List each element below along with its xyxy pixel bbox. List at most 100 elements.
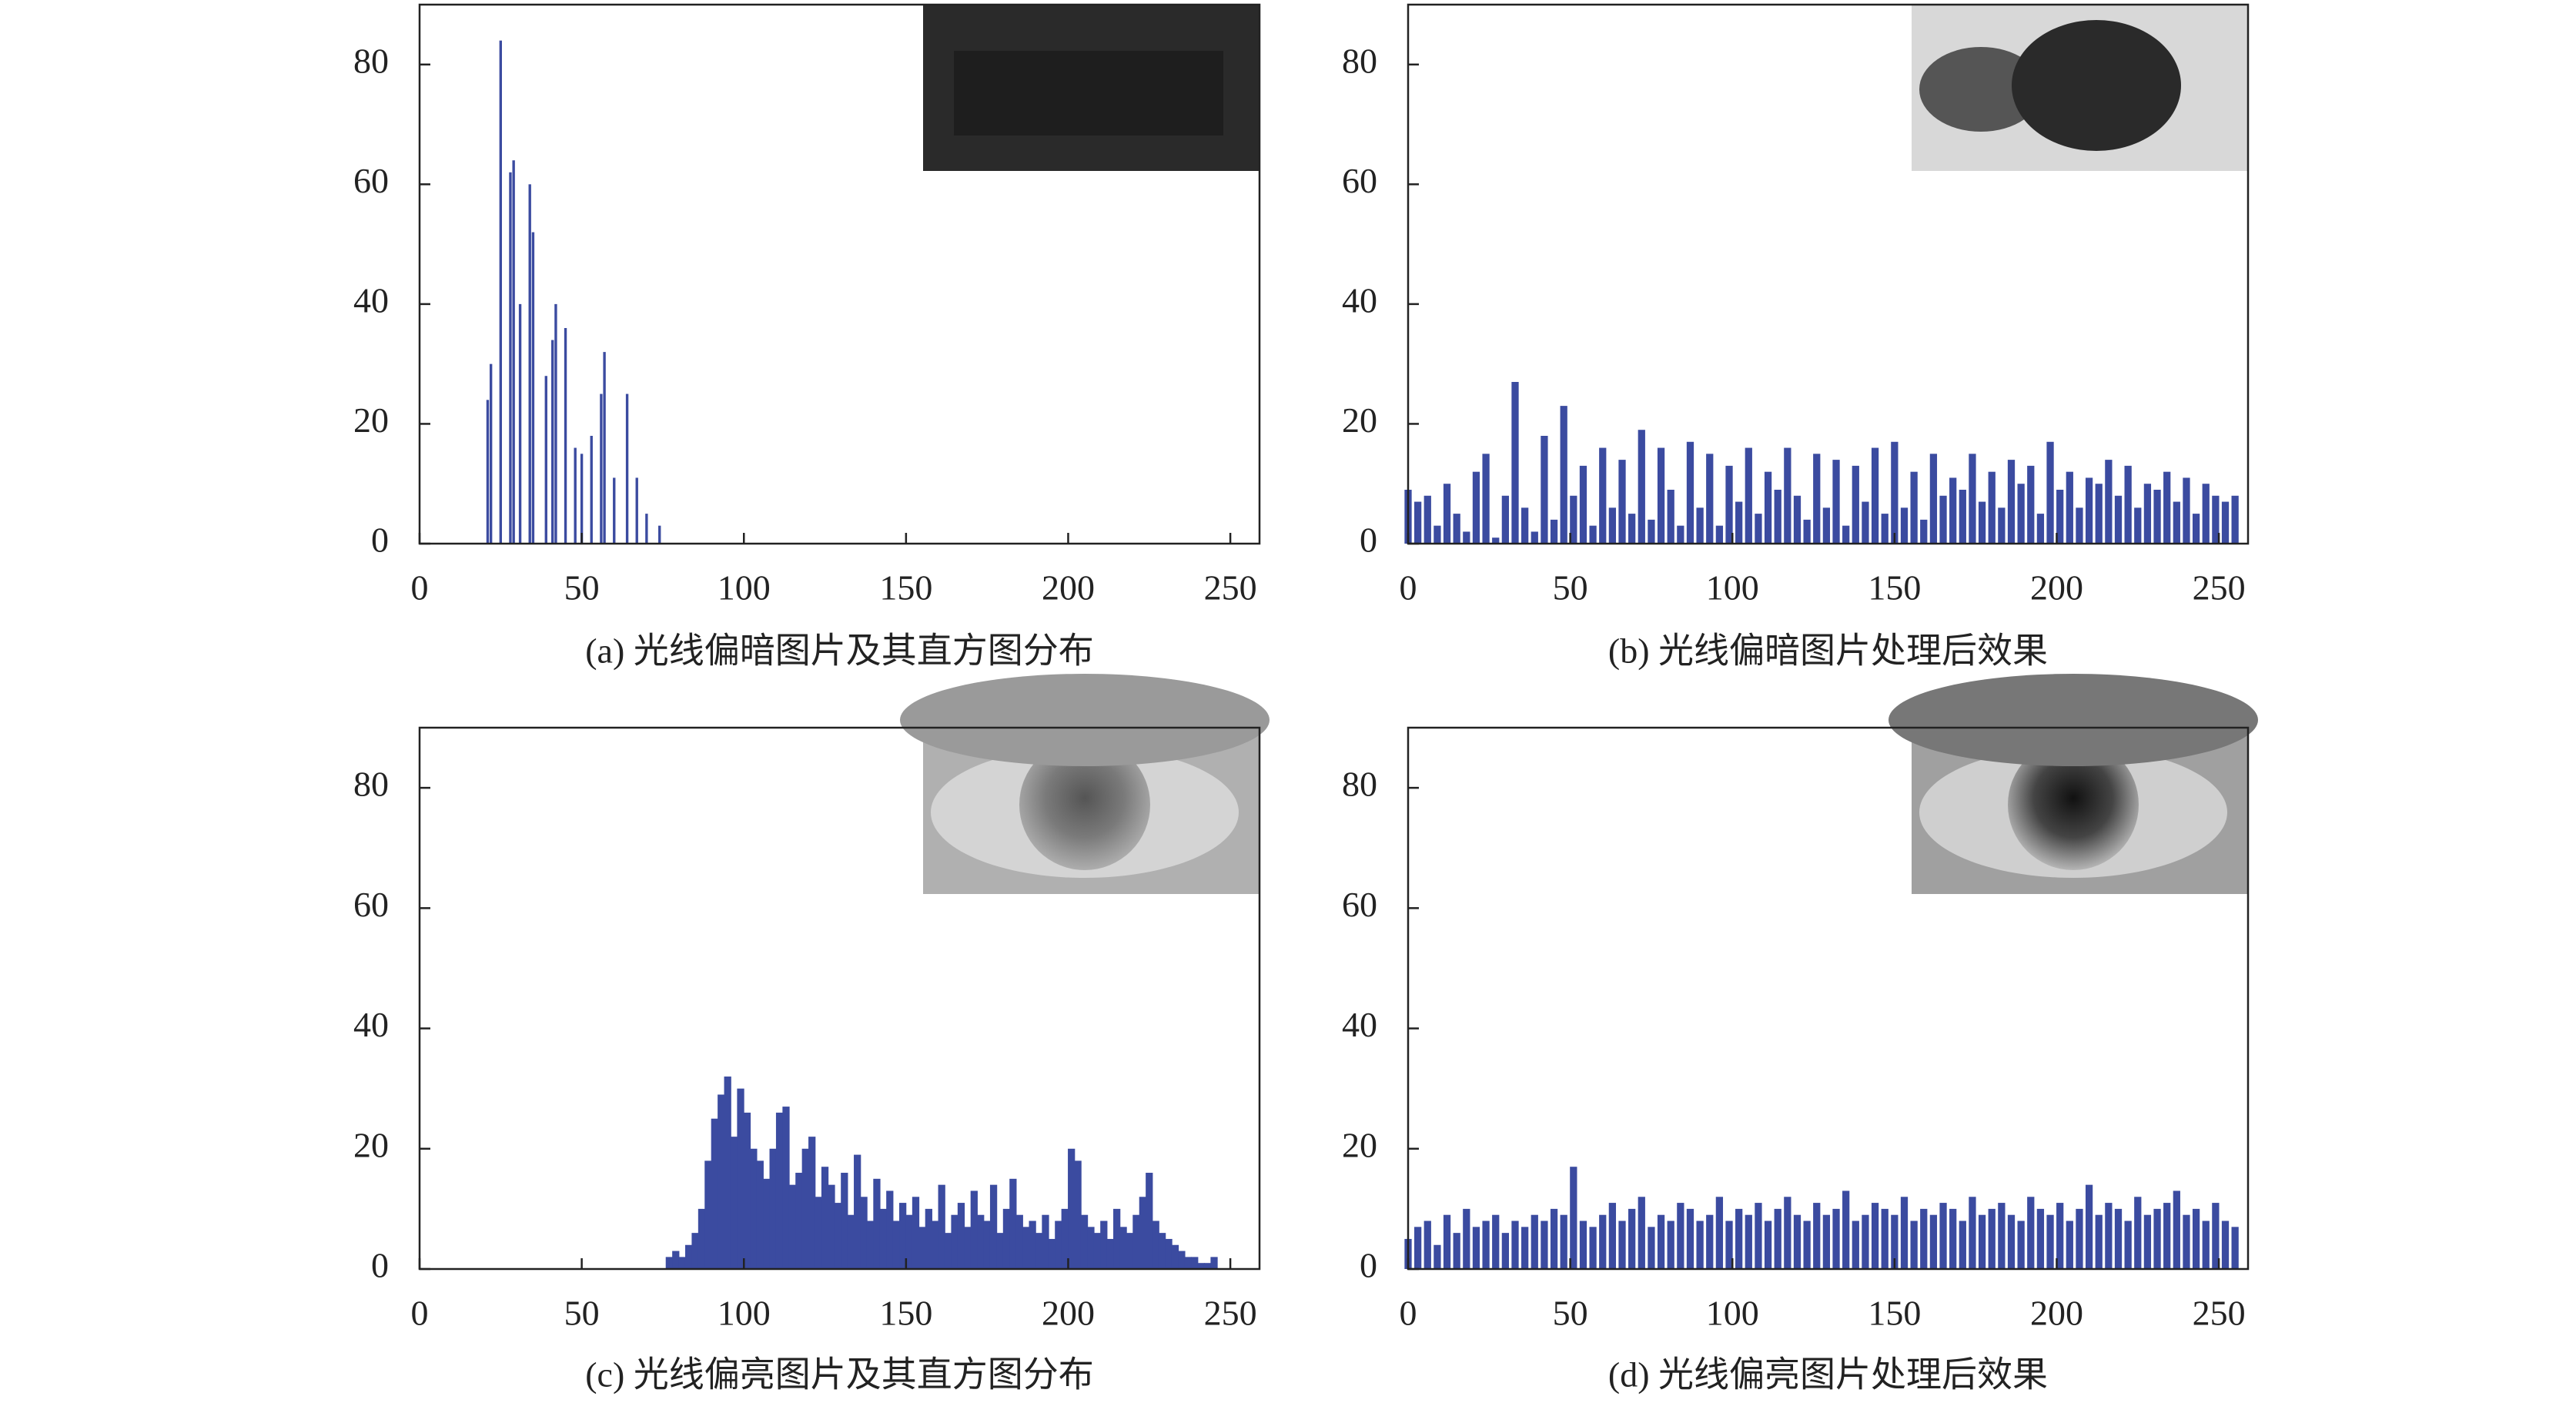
bar xyxy=(2163,471,2171,544)
x-tick-label: 50 xyxy=(1553,1294,1588,1333)
bar xyxy=(944,1233,952,1269)
x-tick-label: 200 xyxy=(2030,1294,2083,1333)
bar xyxy=(1608,1203,1617,1269)
bar xyxy=(1009,1178,1017,1269)
bar xyxy=(1959,490,1966,544)
bar xyxy=(1511,382,1519,544)
bar xyxy=(1677,1203,1684,1269)
bar xyxy=(590,436,593,544)
bar xyxy=(1521,1227,1529,1269)
bar xyxy=(2212,1203,2220,1269)
inset-iris xyxy=(1019,739,1150,870)
bar xyxy=(1482,454,1490,544)
bar xyxy=(1203,1263,1212,1269)
y-tick-label: 20 xyxy=(353,1125,389,1164)
bar xyxy=(1988,1208,1996,1269)
x-tick-label: 150 xyxy=(1868,1294,1921,1333)
bar xyxy=(2183,477,2190,544)
inset-shade xyxy=(2012,20,2181,151)
bar xyxy=(1657,1214,1665,1269)
inset xyxy=(900,674,1270,894)
x-tick-label: 50 xyxy=(564,1294,600,1333)
y-tick-label: 80 xyxy=(1342,765,1377,804)
bar xyxy=(1793,495,1802,544)
bar xyxy=(551,340,554,544)
bar xyxy=(1550,1208,1558,1269)
bar xyxy=(1579,1221,1587,1269)
bar xyxy=(1969,454,1976,544)
x-tick-label: 100 xyxy=(1706,1294,1759,1333)
bar xyxy=(815,1197,822,1269)
bar xyxy=(801,1148,809,1269)
bar xyxy=(1570,495,1577,544)
bar xyxy=(2134,507,2142,544)
y-tick-label: 0 xyxy=(1360,1246,1377,1285)
bar xyxy=(2153,490,2161,544)
bar xyxy=(983,1221,991,1269)
bar xyxy=(1648,1227,1655,1269)
bar xyxy=(737,1088,744,1269)
bar xyxy=(645,514,648,544)
bar xyxy=(1589,525,1597,544)
bar xyxy=(2163,1203,2171,1269)
bar xyxy=(1492,1214,1500,1269)
bar xyxy=(531,232,535,544)
bar xyxy=(1511,1221,1519,1269)
bar xyxy=(1152,1221,1159,1269)
caption: (c) 光线偏亮图片及其直方图分布 xyxy=(585,1355,1094,1395)
bar xyxy=(899,1203,907,1269)
bar xyxy=(1784,1197,1791,1269)
bar xyxy=(743,1112,751,1269)
bar xyxy=(1541,436,1548,544)
bar xyxy=(2027,1197,2035,1269)
bar xyxy=(1197,1263,1205,1269)
bar xyxy=(808,1137,816,1269)
bar xyxy=(2085,477,2093,544)
bar xyxy=(1472,1227,1480,1269)
caption: (b) 光线偏暗图片处理后效果 xyxy=(1608,631,2048,671)
inset-lid xyxy=(900,674,1270,766)
bar xyxy=(1862,1214,1869,1269)
bar xyxy=(704,1160,712,1269)
bar xyxy=(1764,1221,1772,1269)
bar xyxy=(782,1107,790,1269)
bar xyxy=(1501,1233,1510,1269)
bar xyxy=(1852,1221,1859,1269)
bar xyxy=(2066,1221,2073,1269)
bar xyxy=(847,1214,855,1269)
y-tick-label: 20 xyxy=(353,400,389,440)
bar xyxy=(2221,501,2230,544)
inset xyxy=(1889,674,2258,894)
bar xyxy=(1579,465,1587,544)
bar xyxy=(518,303,522,544)
y-tick-label: 80 xyxy=(353,41,389,80)
x-tick-label: 150 xyxy=(879,568,932,608)
bar xyxy=(1998,1203,2006,1269)
bar xyxy=(1423,495,1431,544)
bar xyxy=(2105,460,2113,544)
bar xyxy=(2017,484,2025,544)
bar xyxy=(1560,406,1567,544)
bar xyxy=(2124,1221,2132,1269)
bar xyxy=(2202,1221,2210,1269)
bar xyxy=(1862,501,1869,544)
bar xyxy=(684,1244,693,1269)
bar xyxy=(821,1167,829,1269)
bar xyxy=(1725,1221,1733,1269)
bar xyxy=(1434,1244,1441,1269)
bar xyxy=(1715,1197,1724,1269)
bar xyxy=(613,477,616,544)
axes-frame xyxy=(1407,3,2250,545)
y-tick-label: 80 xyxy=(1342,41,1377,80)
bar xyxy=(1171,1244,1179,1269)
bar xyxy=(1745,447,1752,544)
bar xyxy=(854,1154,861,1269)
x-tick-label: 250 xyxy=(2193,1294,2246,1333)
bar xyxy=(1822,1214,1831,1269)
x-tick-label: 100 xyxy=(1706,568,1759,608)
bar xyxy=(1706,454,1714,544)
bar xyxy=(2056,490,2064,544)
bar xyxy=(866,1221,875,1269)
axes-frame xyxy=(418,3,1261,545)
bar xyxy=(1414,1227,1422,1269)
